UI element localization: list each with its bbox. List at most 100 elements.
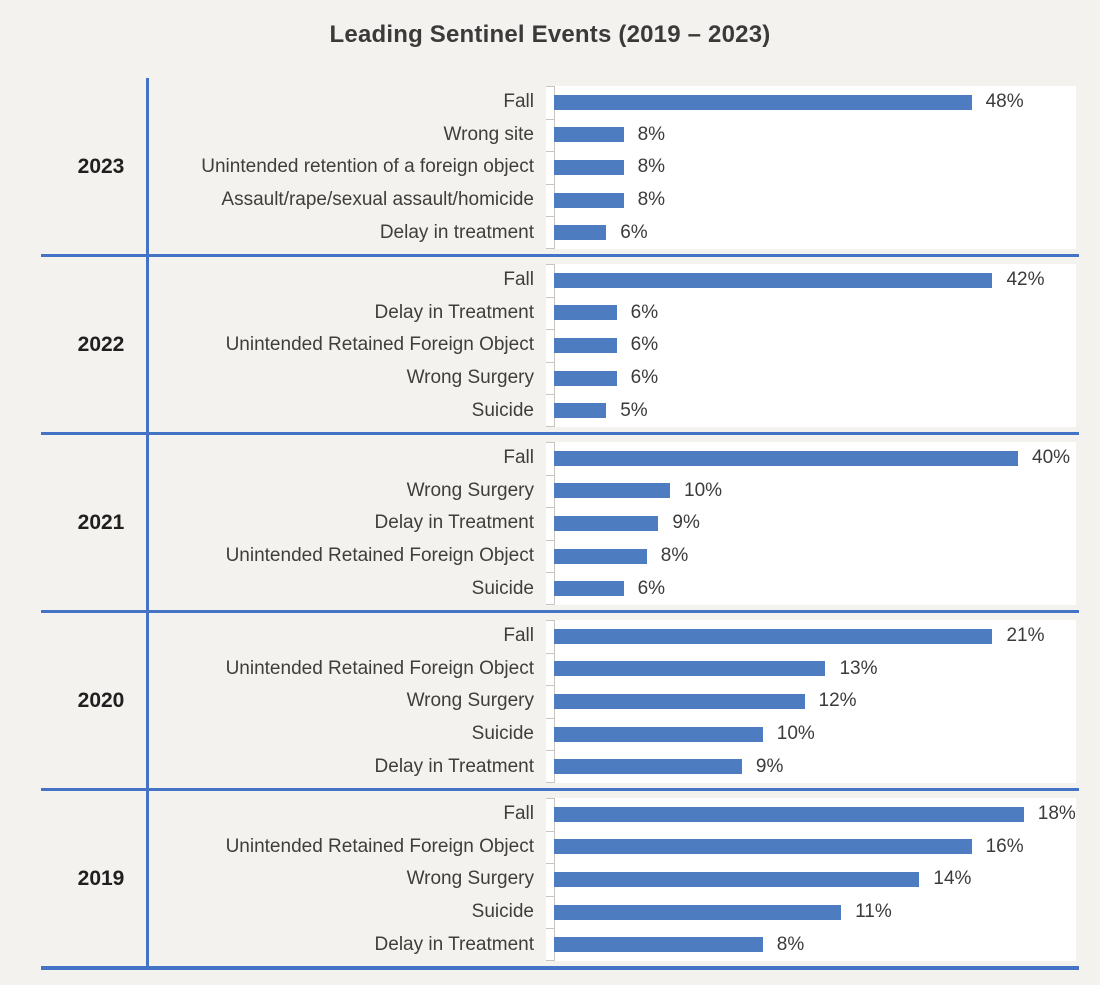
year-group-2022: 2022 Fall 42% Delay in Treatment 6% Unin… (41, 254, 1079, 434)
bar-track: 8% (554, 184, 1076, 217)
axis-tick (546, 329, 554, 331)
bar (554, 305, 617, 321)
value-label: 9% (755, 755, 784, 777)
bar-rows: Fall 40% Wrong Surgery 10% Delay in Trea… (150, 442, 1076, 605)
value-label: 48% (985, 91, 1024, 113)
plot-panel (546, 264, 1076, 427)
bar-track: 18% (554, 798, 1076, 831)
bar-track: 13% (554, 653, 1076, 686)
value-label: 40% (1032, 447, 1071, 469)
category-label: Unintended Retained Foreign Object (225, 835, 534, 857)
axis-tick (546, 750, 554, 752)
bar-track: 8% (554, 540, 1076, 573)
bar (554, 806, 1024, 822)
axis-tick (546, 264, 554, 265)
year-axis-line (146, 78, 149, 968)
value-label: 5% (620, 399, 648, 421)
value-label: 6% (630, 301, 659, 323)
value-label: 8% (637, 189, 666, 211)
axis-tick (546, 248, 554, 249)
year-group-2023: 2023 Fall 48% Wrong site 8% Unintended r… (41, 78, 1079, 256)
value-label: 10% (776, 723, 815, 745)
bar-track: 9% (554, 507, 1076, 540)
year-group-2019: 2019 Fall 18% Unintended Retained Foreig… (41, 788, 1079, 968)
bar-track: 42% (554, 264, 1076, 297)
bar-row: Wrong site 8% (150, 119, 1076, 152)
value-label: 6% (630, 367, 659, 389)
chart-bottom-border (41, 966, 1079, 970)
value-label: 8% (660, 545, 689, 567)
axis-tick (546, 782, 554, 783)
value-label: 6% (620, 221, 648, 243)
bar-row: Unintended Retained Foreign Object 16% (150, 831, 1076, 864)
value-label: 16% (985, 835, 1024, 857)
axis-tick (546, 394, 554, 396)
category-label: Fall (503, 803, 534, 825)
category-label: Wrong Surgery (406, 367, 534, 389)
category-label: Delay in Treatment (374, 755, 534, 777)
chart-area: 2023 Fall 48% Wrong site 8% Unintended r… (41, 78, 1079, 970)
category-label: Wrong Surgery (406, 479, 534, 501)
axis-tick (546, 183, 554, 185)
bar (554, 937, 763, 953)
value-label: 8% (637, 123, 666, 145)
bar-row: Unintended Retained Foreign Object 8% (150, 540, 1076, 573)
axis-tick (546, 798, 554, 799)
group-divider-line (41, 788, 1079, 791)
bar (554, 871, 920, 887)
bar-row: Fall 42% (150, 264, 1076, 297)
category-label: Delay in Treatment (374, 301, 534, 323)
bar-track: 6% (554, 329, 1076, 362)
bar-track: 6% (554, 362, 1076, 395)
axis-tick (546, 442, 554, 443)
year-group-2021: 2021 Fall 40% Wrong Surgery 10% Delay in… (41, 432, 1079, 612)
value-label: 11% (855, 901, 892, 923)
category-label: Wrong Surgery (406, 690, 534, 712)
value-label: 14% (933, 868, 972, 890)
category-label: Suicide (471, 723, 534, 745)
axis-tick (546, 960, 554, 961)
bar (554, 483, 670, 499)
year-label: 2021 (77, 511, 125, 534)
category-label: Fall (503, 447, 534, 469)
bar-track: 40% (554, 442, 1076, 475)
bar-row: Wrong Surgery 14% (150, 863, 1076, 896)
axis-tick (546, 296, 554, 298)
value-label: 12% (818, 690, 857, 712)
bar (554, 661, 826, 677)
value-label: 21% (1006, 625, 1045, 647)
bar-track: 6% (554, 216, 1076, 249)
category-label: Assault/rape/sexual assault/homicide (221, 189, 534, 211)
bar-row: Delay in Treatment 9% (150, 507, 1076, 540)
bar-track: 8% (554, 928, 1076, 961)
bar-track: 16% (554, 831, 1076, 864)
group-divider-line (41, 254, 1079, 257)
bar-track: 5% (554, 394, 1076, 427)
bar-rows: Fall 42% Delay in Treatment 6% Unintende… (150, 264, 1076, 427)
category-label: Delay in Treatment (374, 933, 534, 955)
axis-tick (546, 652, 554, 654)
category-label: Fall (503, 91, 534, 113)
bar (554, 94, 972, 110)
category-label: Fall (503, 269, 534, 291)
axis-tick (546, 863, 554, 865)
value-label: 6% (637, 577, 666, 599)
value-label: 13% (839, 657, 878, 679)
bar-row: Delay in Treatment 6% (150, 297, 1076, 330)
bar-track: 21% (554, 620, 1076, 653)
axis-tick (546, 426, 554, 427)
axis-tick (546, 928, 554, 930)
axis-tick (546, 830, 554, 832)
bar-row: Unintended retention of a foreign object… (150, 151, 1076, 184)
category-label: Delay in treatment (379, 221, 534, 243)
bar (554, 127, 624, 143)
bar-row: Fall 48% (150, 86, 1076, 119)
bar (554, 450, 1018, 466)
bar-track: 9% (554, 750, 1076, 783)
bar-track: 8% (554, 119, 1076, 152)
bar-row: Wrong Surgery 12% (150, 685, 1076, 718)
category-label: Suicide (471, 399, 534, 421)
axis-tick (546, 507, 554, 509)
bar-row: Suicide 10% (150, 718, 1076, 751)
bar-track: 48% (554, 86, 1076, 119)
